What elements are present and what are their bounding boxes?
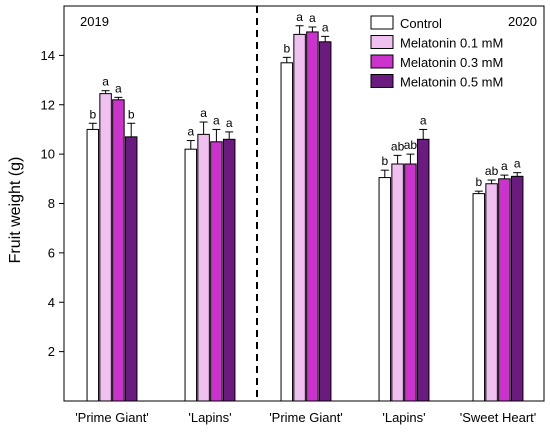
bar — [485, 183, 498, 402]
y-tick-label: 8 — [48, 196, 55, 211]
legend-swatch — [370, 35, 394, 49]
bar — [86, 128, 100, 402]
significance-letter: a — [514, 157, 521, 171]
bar — [306, 31, 319, 402]
bar — [318, 41, 332, 402]
significance-letter: a — [200, 106, 207, 120]
significance-letter: a — [296, 10, 303, 24]
legend-label: Melatonin 0.1 mM — [400, 36, 503, 51]
significance-letter: a — [309, 11, 316, 25]
year-label-2019: 2019 — [80, 14, 109, 29]
x-axis-labels: 'Prime Giant' 'Lapins' 'Prime Giant' 'Lapin… — [75, 410, 536, 425]
bar — [124, 136, 138, 402]
legend: Control Melatonin 0.1 mM Melatonin 0.3 mM M… — [370, 15, 503, 90]
y-tick-label: 2 — [48, 344, 55, 359]
bar — [498, 178, 511, 402]
significance-letter: a — [187, 125, 194, 139]
legend-label: Melatonin 0.5 mM — [400, 75, 503, 90]
bar — [280, 62, 294, 402]
bar — [404, 163, 417, 402]
legend-swatch — [370, 54, 394, 69]
significance-letter: ab — [391, 139, 405, 153]
significance-letter: ab — [404, 138, 418, 152]
bar — [293, 33, 306, 402]
significance-letter: a — [115, 81, 122, 95]
bar — [391, 163, 404, 402]
y-axis-label: Fruit weight (g) — [7, 157, 24, 264]
category-label: 'Sweet Heart' — [460, 410, 537, 425]
bar — [184, 148, 198, 402]
y-tick-label: 10 — [41, 147, 55, 162]
legend-label: Melatonin 0.3 mM — [400, 55, 503, 70]
bar — [210, 141, 223, 402]
significance-letter: a — [226, 116, 233, 130]
significance-letter: b — [475, 175, 482, 189]
significance-letter: a — [501, 159, 508, 173]
category-label: 'Lapins' — [188, 410, 231, 425]
bar — [416, 138, 430, 402]
y-tick-label: 6 — [48, 245, 55, 260]
significance-letter: b — [381, 154, 388, 168]
bar — [99, 93, 112, 402]
significance-letter: a — [420, 113, 427, 127]
bar — [222, 138, 236, 402]
y-tick-label: 14 — [41, 48, 55, 63]
bar — [378, 177, 392, 402]
significance-letter: a — [322, 20, 329, 34]
legend-label: Control — [400, 16, 442, 31]
significance-letter: b — [128, 107, 135, 121]
y-tick-label: 4 — [48, 295, 55, 310]
category-label: 'Prime Giant' — [75, 410, 149, 425]
category-label: 'Lapins' — [382, 410, 425, 425]
bar — [112, 99, 125, 402]
significance-letter: ab — [485, 164, 499, 178]
significance-letter: a — [213, 113, 220, 127]
significance-letter: b — [89, 107, 96, 121]
category-label: 'Prime Giant' — [269, 410, 343, 425]
y-axis: 2 4 6 8 10 12 14 — [41, 48, 64, 359]
significance-letter: a — [102, 75, 109, 89]
bar — [197, 133, 210, 402]
y-tick-label: 12 — [41, 97, 55, 112]
significance-letter: b — [283, 41, 290, 55]
year-label-2020: 2020 — [508, 14, 537, 29]
legend-swatch — [370, 15, 394, 30]
bar — [472, 193, 486, 402]
legend-swatch — [370, 74, 394, 88]
bar — [510, 175, 524, 402]
